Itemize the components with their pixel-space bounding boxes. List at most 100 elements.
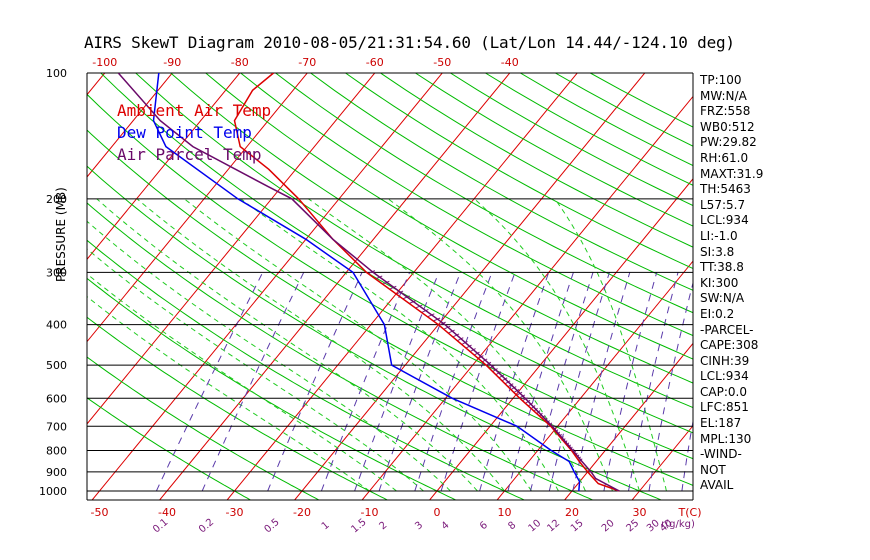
cape-hatch-mark	[522, 397, 528, 402]
moist-adiabat-line	[136, 198, 505, 492]
mixing-ratio-tick-label: 15	[569, 518, 586, 535]
stat-item: TT:38.8	[700, 260, 744, 275]
dry-adiabat-line	[87, 277, 456, 500]
stats-panel: TP:100 MW:N/A FRZ:558 WB0:512 PW:29.82 RH:61.…	[700, 73, 763, 494]
dry-adiabat-line	[100, 73, 693, 434]
cape-hatch-mark	[402, 295, 410, 300]
isotherm-line	[294, 73, 646, 500]
dry-adiabat-line	[485, 73, 693, 186]
chart-title: AIRS SkewT Diagram 2010-08-05/21:31:54.6…	[84, 33, 735, 52]
mixing-ratio-line	[201, 272, 305, 492]
stat-item: TP:100	[700, 73, 742, 87]
mixing-ratio-line	[378, 272, 461, 492]
bottom-temp-tick-label: -10	[361, 506, 379, 519]
isotherm-line	[496, 260, 693, 500]
stat-item: MW:N/A	[700, 88, 747, 103]
dry-adiabat-line	[380, 73, 693, 248]
isotherm-line	[159, 73, 511, 500]
isotherm-line	[564, 342, 693, 500]
mixing-ratio-tick-label: 0.1	[151, 517, 170, 536]
top-temp-tick-label: -90	[163, 56, 181, 69]
isotherm-line	[0, 64, 45, 500]
bottom-temp-tick-label: 30	[633, 506, 647, 519]
mixing-ratio-line	[548, 272, 610, 492]
air-parcel-temp-line	[117, 73, 620, 492]
mixing-ratio-tick-label: 12	[545, 518, 562, 535]
mixing-ratio-line	[479, 272, 550, 492]
bottom-temp-tick-label: -30	[226, 506, 244, 519]
pressure-tick-label: 1000	[39, 485, 67, 498]
top-temp-tick-label: -60	[366, 56, 384, 69]
mixing-ratio-tick-label: 0.5	[262, 517, 281, 536]
isotherm-line	[361, 95, 693, 500]
stat-item: KI:300	[700, 275, 739, 290]
mixing-ratio-line	[320, 272, 411, 492]
stat-item: RH:61.0	[700, 150, 749, 165]
cape-hatch-mark	[382, 280, 390, 285]
bottom-temp-tick-label: -40	[158, 506, 176, 519]
dry-adiabat-line	[87, 165, 662, 500]
bottom-temp-tick-label: 10	[498, 506, 512, 519]
dry-adiabat-line	[275, 73, 693, 314]
dry-adiabat-line	[415, 73, 693, 227]
mixing-ratio-tick-label: 6	[478, 520, 490, 533]
bottom-temp-tick-label: 0	[434, 506, 441, 519]
isotherm-line	[87, 73, 173, 178]
cape-hatch-mark	[516, 391, 523, 396]
stat-item: CAPE:308	[700, 338, 759, 353]
bottom-temp-tick-label: -20	[293, 506, 311, 519]
mixing-ratio-tick-label: 1.5	[349, 517, 368, 536]
cape-hatch-mark	[457, 337, 464, 342]
pressure-tick-label: 500	[46, 359, 67, 372]
top-temp-tick-label: -50	[433, 56, 451, 69]
dry-adiabat-line	[87, 316, 388, 500]
mixing-ratio-line	[507, 272, 574, 492]
pressure-tick-label: 300	[46, 266, 67, 279]
dry-adiabat-line	[87, 93, 693, 460]
legend-air-parcel-temp: Air Parcel Temp	[117, 145, 262, 164]
mixing-ratio-line	[267, 272, 363, 492]
stat-item: L57:5.7	[700, 197, 746, 212]
isotherm-line	[91, 73, 443, 500]
stat-item: TH:5463	[700, 182, 751, 197]
stat-item: LCL:934	[700, 213, 749, 228]
isotherm-line	[87, 73, 308, 343]
legend-ambient-air-temp: Ambient Air Temp	[117, 101, 272, 120]
stat-item: NOT	[700, 462, 726, 477]
cape-hatch-mark	[443, 325, 451, 330]
temp-axis-unit-label: T(C)	[678, 506, 702, 519]
cape-hatch-mark	[396, 290, 404, 295]
mixing-ratio-line	[628, 272, 679, 492]
dry-adiabat-line	[240, 73, 693, 337]
moist-adiabat-line	[240, 198, 559, 492]
pressure-tick-label: 400	[46, 319, 67, 332]
stat-item: CAP:0.0	[700, 384, 747, 399]
mixing-ratio-tick-label: 1	[320, 520, 332, 533]
mixing-ratio-line	[572, 272, 631, 492]
moist-adiabat-line	[87, 296, 370, 492]
pressure-tick-label: 100	[46, 67, 67, 80]
cape-hatch-mark	[452, 333, 460, 338]
cape-hatch-mark	[519, 394, 526, 399]
cape-hatch-mark	[438, 321, 446, 326]
pressure-tick-label: 900	[46, 466, 67, 479]
cape-hatch-mark	[367, 270, 376, 275]
moist-adiabat-line	[308, 198, 586, 492]
top-temp-tick-label: -80	[231, 56, 249, 69]
chart-series	[117, 73, 620, 492]
top-temp-tick-label: -100	[92, 56, 117, 69]
dry-adiabat-line	[135, 73, 693, 409]
mixing-ratio-tick-label: 0.2	[197, 517, 216, 536]
mixing-ratio-line	[414, 272, 493, 492]
mixing-ratio-tick-label: 4	[440, 520, 452, 533]
stat-item: -PARCEL-	[700, 322, 754, 337]
mixing-ratio-line	[648, 280, 693, 492]
moist-adiabat-line	[96, 198, 478, 492]
stat-item: WB0:512	[700, 119, 755, 134]
stat-item: AVAIL	[700, 478, 734, 493]
dry-adiabat-line	[345, 73, 693, 270]
isotherm-line	[767, 64, 870, 500]
mixing-ratio-tick-label: 20	[600, 518, 617, 535]
